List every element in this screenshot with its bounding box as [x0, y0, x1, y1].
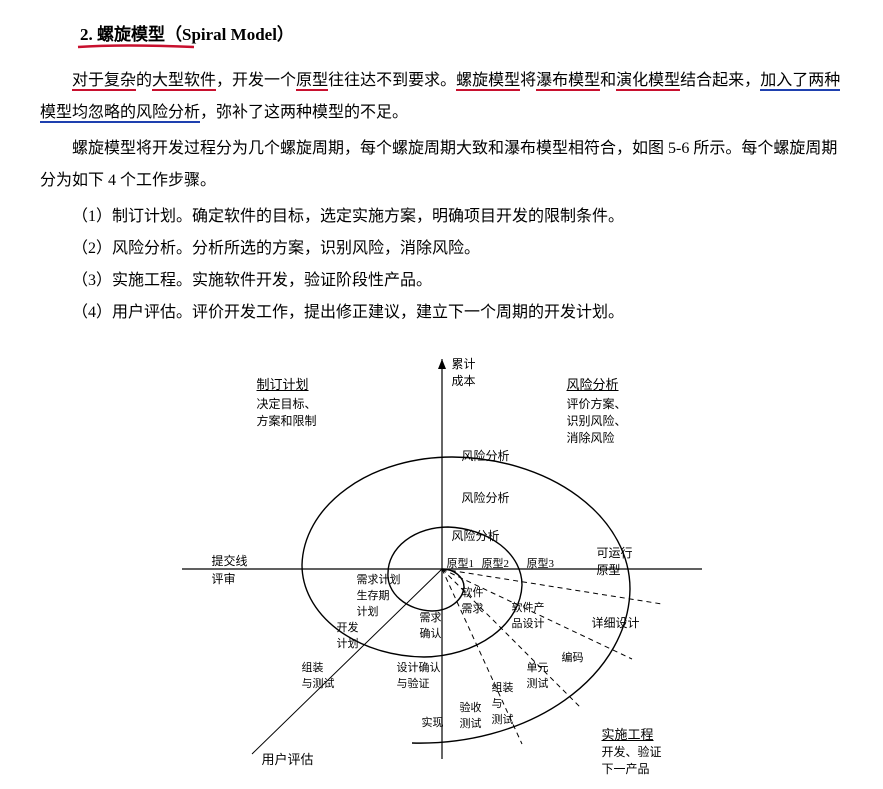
design-ver: 设计确认 与验证 — [397, 659, 441, 691]
quad-tl-sub: 决定目标、 方案和限制 — [257, 395, 317, 429]
risk2: 风险分析 — [462, 489, 510, 506]
step-item: （1）制订计划。确定软件的目标，选定实施方案，明确项目开发的限制条件。 — [72, 201, 843, 233]
impl: 实现 — [422, 714, 444, 730]
quad-bl-label: 用户评估 — [262, 749, 314, 768]
quad-tr-sub: 评价方案、 识别风险、 消除风险 — [567, 395, 627, 446]
sw-req: 软件 需求 — [462, 584, 484, 616]
paragraph-2: 螺旋模型将开发过程分为几个螺旋周期，每个螺旋周期大致和瀑布模型相符合，如图 5-… — [40, 133, 843, 197]
risk3: 风险分析 — [462, 447, 510, 464]
heading-underline-icon — [74, 43, 274, 51]
steps-list: （1）制订计划。确定软件的目标，选定实施方案，明确项目开发的限制条件。（2）风险… — [40, 201, 843, 329]
req-conf: 需求 确认 — [420, 609, 442, 641]
step-item: （2）风险分析。分析所选的方案，识别风险，消除风险。 — [72, 233, 843, 265]
detail-design: 详细设计 — [592, 614, 640, 631]
axis-left2: 评审 — [212, 570, 236, 587]
dev-plan: 开发 计划 — [337, 619, 359, 651]
int-test: 组装 与测试 — [302, 659, 335, 691]
proto1: 原型1 — [447, 555, 475, 571]
int-test2: 组装 与 测试 — [492, 679, 514, 727]
runnable-proto: 可运行 原型 — [597, 544, 633, 578]
heading-text: 2. 螺旋模型（Spiral Model） — [80, 25, 294, 44]
prod-design: 软件产 品设计 — [512, 599, 545, 631]
step-item: （3）实施工程。实施软件开发，验证阶段性产品。 — [72, 265, 843, 297]
section-heading: 2. 螺旋模型（Spiral Model） — [80, 20, 843, 45]
axis-left1: 提交线 — [212, 552, 248, 569]
quad-br-label: 实施工程 — [602, 724, 654, 743]
req-plan: 需求计划 生存期 计划 — [357, 571, 401, 619]
coding: 编码 — [562, 649, 584, 665]
unit-test: 单元 测试 — [527, 659, 549, 691]
quad-br-sub: 开发、验证 下一产品 — [602, 743, 662, 777]
paragraph-1: 对于复杂的大型软件，开发一个原型往往达不到要求。螺旋模型将瀑布模型和演化模型结合… — [40, 65, 843, 129]
risk1: 风险分析 — [452, 527, 500, 544]
proto3: 原型3 — [527, 555, 555, 571]
step-item: （4）用户评估。评价开发工作，提出修正建议，建立下一个周期的开发计划。 — [72, 297, 843, 329]
proto2: 原型2 — [482, 555, 510, 571]
quad-tl-label: 制订计划 — [257, 374, 309, 393]
accept-test: 验收 测试 — [460, 699, 482, 731]
quad-tr-label: 风险分析 — [567, 374, 619, 393]
axis-top-label: 累计 成本 — [452, 355, 476, 389]
spiral-diagram: 制订计划 决定目标、 方案和限制 风险分析 评价方案、 识别风险、 消除风险 用… — [162, 349, 722, 769]
